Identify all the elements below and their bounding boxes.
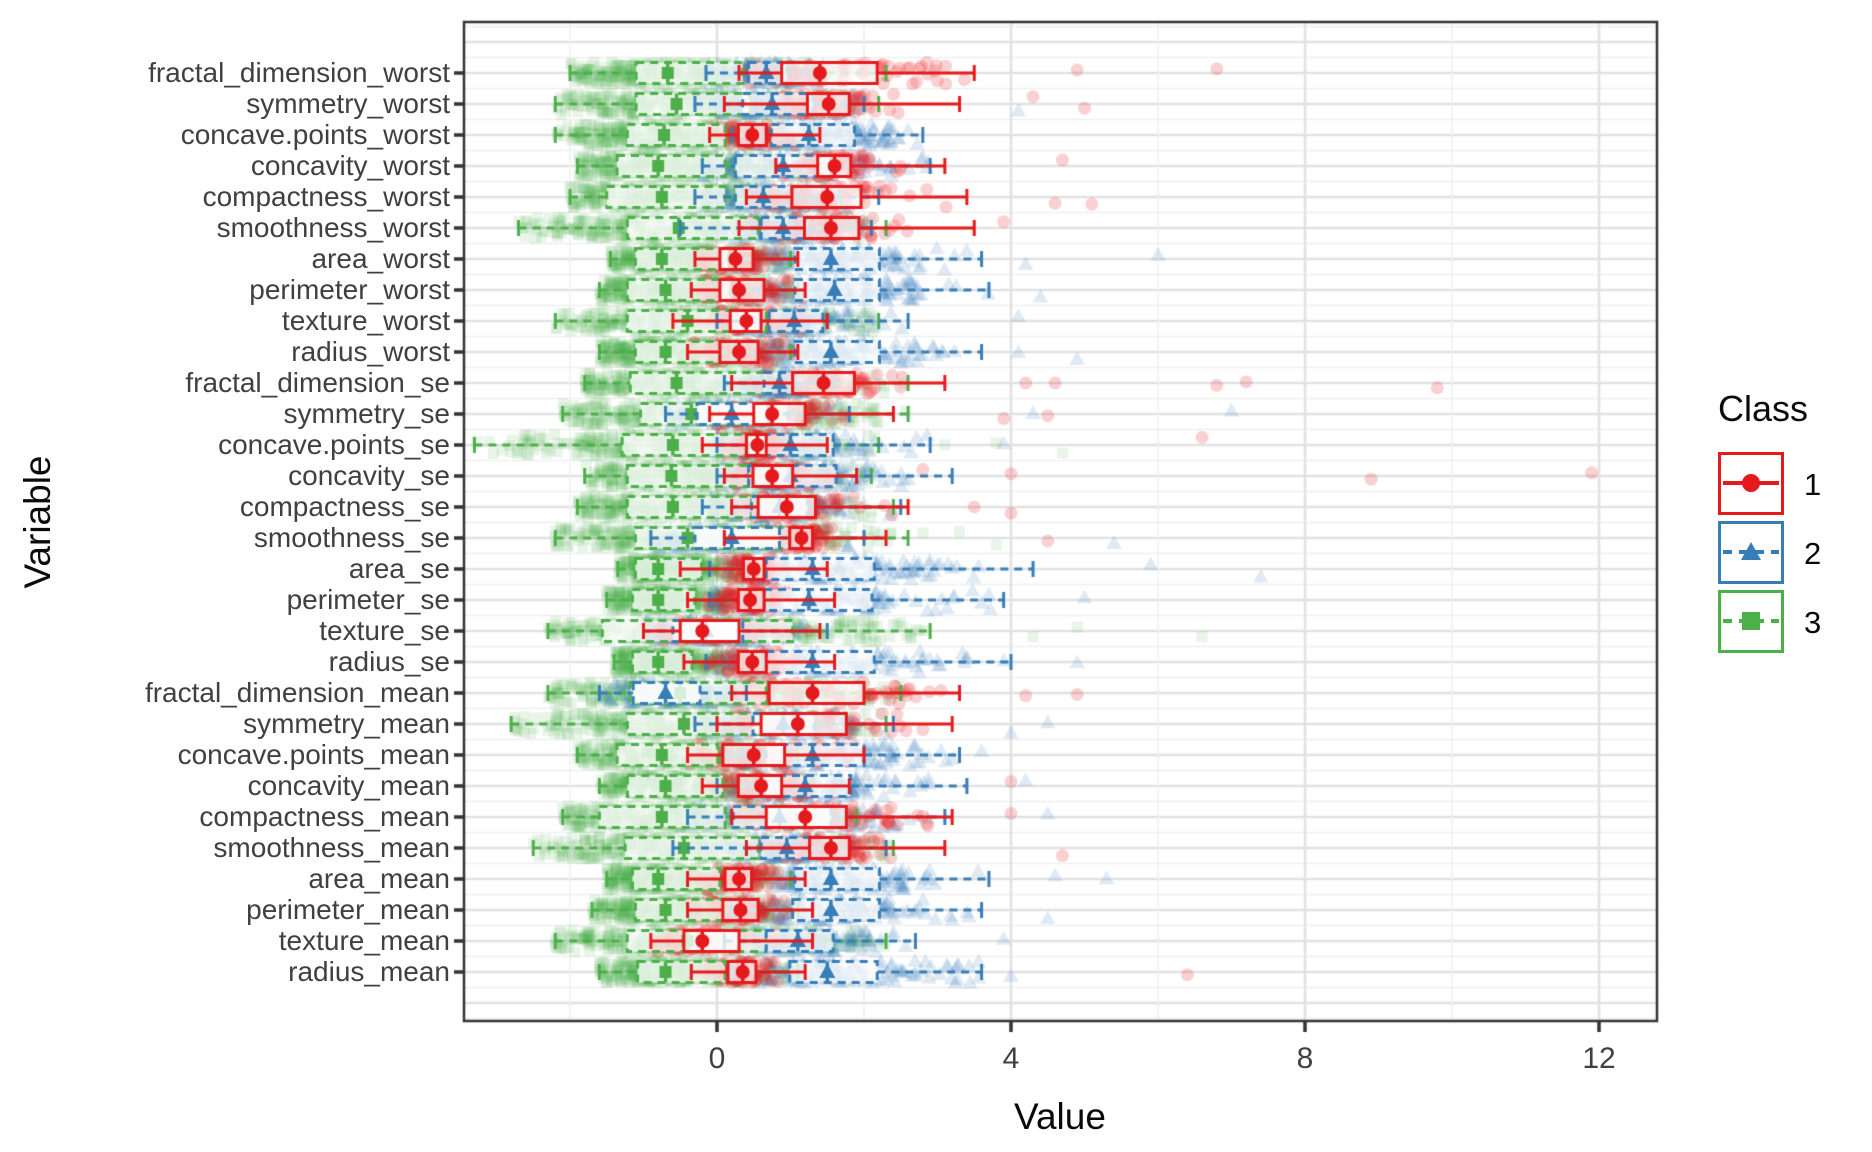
y-axis-label-radius_se: radius_se: [328, 646, 450, 677]
y-axis-label-smoothness_se: smoothness_se: [253, 522, 450, 553]
y-axis-label-perimeter_se: perimeter_se: [286, 584, 450, 615]
y-axis-label-texture_mean: texture_mean: [278, 925, 450, 956]
y-axis-label-radius_mean: radius_mean: [288, 956, 450, 987]
x-axis-title: Value: [1014, 1096, 1106, 1137]
y-axis-label-symmetry_worst: symmetry_worst: [246, 88, 450, 119]
y-axis-label-concave.points_se: concave.points_se: [218, 429, 450, 460]
legend-title: Class: [1718, 388, 1809, 429]
x-axis-tick-label-8: 8: [1296, 1042, 1314, 1075]
y-axis-label-concave.points_mean: concave.points_mean: [177, 739, 450, 770]
y-axis-label-compactness_worst: compactness_worst: [202, 181, 450, 212]
legend-key-class-3: [1718, 590, 1784, 653]
legend-key-class-2: [1718, 521, 1784, 584]
y-axis-label-texture_se: texture_se: [319, 615, 450, 646]
y-axis-label-fractal_dimension_se: fractal_dimension_se: [185, 367, 450, 398]
legend-label-class-3: 3: [1804, 605, 1822, 640]
y-axis-label-compactness_mean: compactness_mean: [199, 801, 450, 832]
x-axis-tick-label-12: 12: [1582, 1042, 1616, 1075]
y-axis-label-texture_worst: texture_worst: [281, 305, 450, 336]
y-axis-label-symmetry_mean: symmetry_mean: [243, 708, 450, 739]
y-axis-label-area_mean: area_mean: [308, 863, 450, 894]
y-axis-label-smoothness_worst: smoothness_worst: [216, 212, 450, 243]
y-axis-label-fractal_dimension_mean: fractal_dimension_mean: [144, 677, 450, 708]
circle-icon: [1723, 474, 1779, 492]
square-icon: [1723, 612, 1779, 630]
y-axis-label-smoothness_mean: smoothness_mean: [213, 832, 450, 863]
x-axis-tick-label-4: 4: [1002, 1042, 1020, 1075]
legend-label-class-1: 1: [1804, 467, 1822, 502]
x-axis-tick-label-0: 0: [708, 1042, 726, 1075]
y-axis-title: Variable: [17, 455, 58, 589]
triangle-icon: [1723, 542, 1779, 560]
y-axis-label-concavity_mean: concavity_mean: [247, 770, 450, 801]
y-axis-label-radius_worst: radius_worst: [291, 336, 450, 367]
y-axis-label-concavity_worst: concavity_worst: [250, 150, 450, 181]
legend-label-class-2: 2: [1804, 536, 1822, 571]
y-axis-label-perimeter_mean: perimeter_mean: [246, 894, 450, 925]
y-axis-label-compactness_se: compactness_se: [239, 491, 450, 522]
y-axis-label-fractal_dimension_worst: fractal_dimension_worst: [148, 57, 450, 88]
y-axis-label-perimeter_worst: perimeter_worst: [249, 274, 450, 305]
y-axis-label-concavity_se: concavity_se: [288, 460, 450, 491]
y-axis-label-concave.points_worst: concave.points_worst: [180, 119, 450, 150]
y-axis-label-symmetry_se: symmetry_se: [283, 398, 450, 429]
y-axis-label-area_se: area_se: [348, 553, 450, 584]
y-axis-label-area_worst: area_worst: [311, 243, 450, 274]
legend-key-class-1: [1718, 452, 1784, 515]
